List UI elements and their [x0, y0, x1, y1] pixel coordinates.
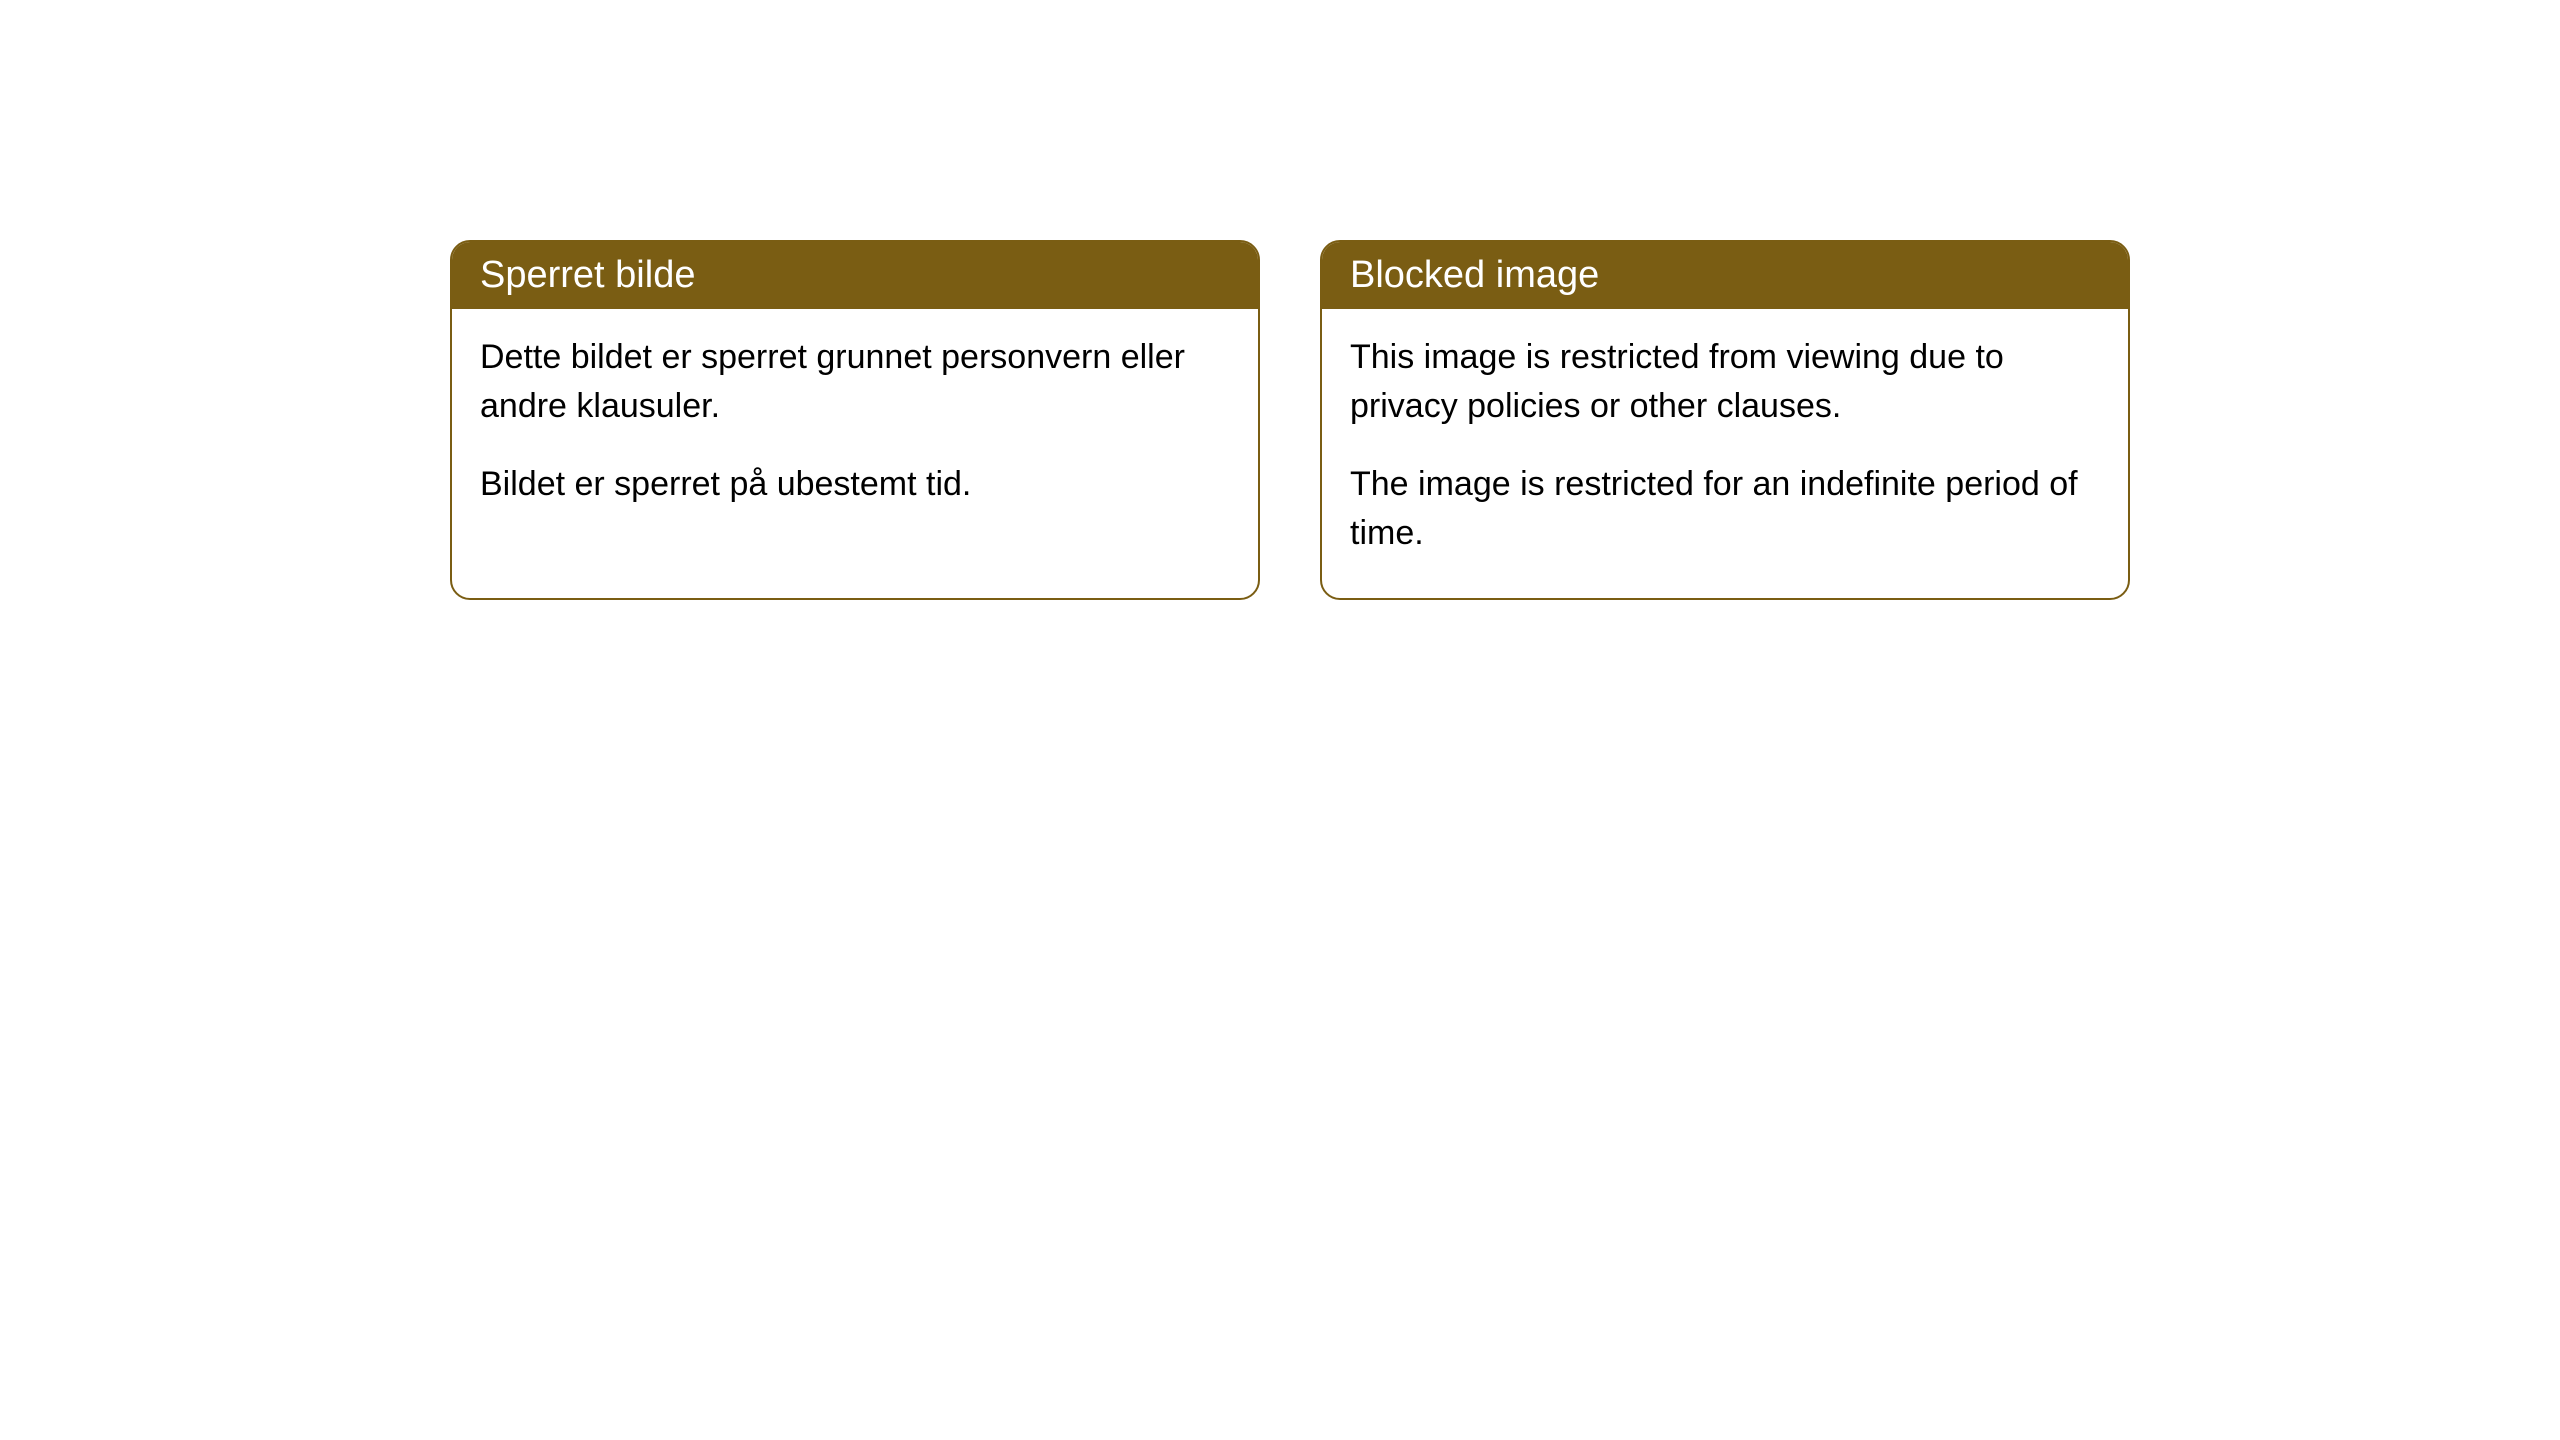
blocked-image-card-no: Sperret bilde Dette bildet er sperret gr… [450, 240, 1260, 600]
card-text-no-2: Bildet er sperret på ubestemt tid. [480, 460, 1230, 509]
card-body-en: This image is restricted from viewing du… [1322, 309, 2128, 598]
card-text-en-2: The image is restricted for an indefinit… [1350, 460, 2100, 559]
card-header-no: Sperret bilde [452, 242, 1258, 309]
card-text-no-1: Dette bildet er sperret grunnet personve… [480, 333, 1230, 432]
card-text-en-1: This image is restricted from viewing du… [1350, 333, 2100, 432]
card-header-en: Blocked image [1322, 242, 2128, 309]
blocked-image-card-en: Blocked image This image is restricted f… [1320, 240, 2130, 600]
card-container: Sperret bilde Dette bildet er sperret gr… [0, 0, 2560, 600]
card-body-no: Dette bildet er sperret grunnet personve… [452, 309, 1258, 549]
